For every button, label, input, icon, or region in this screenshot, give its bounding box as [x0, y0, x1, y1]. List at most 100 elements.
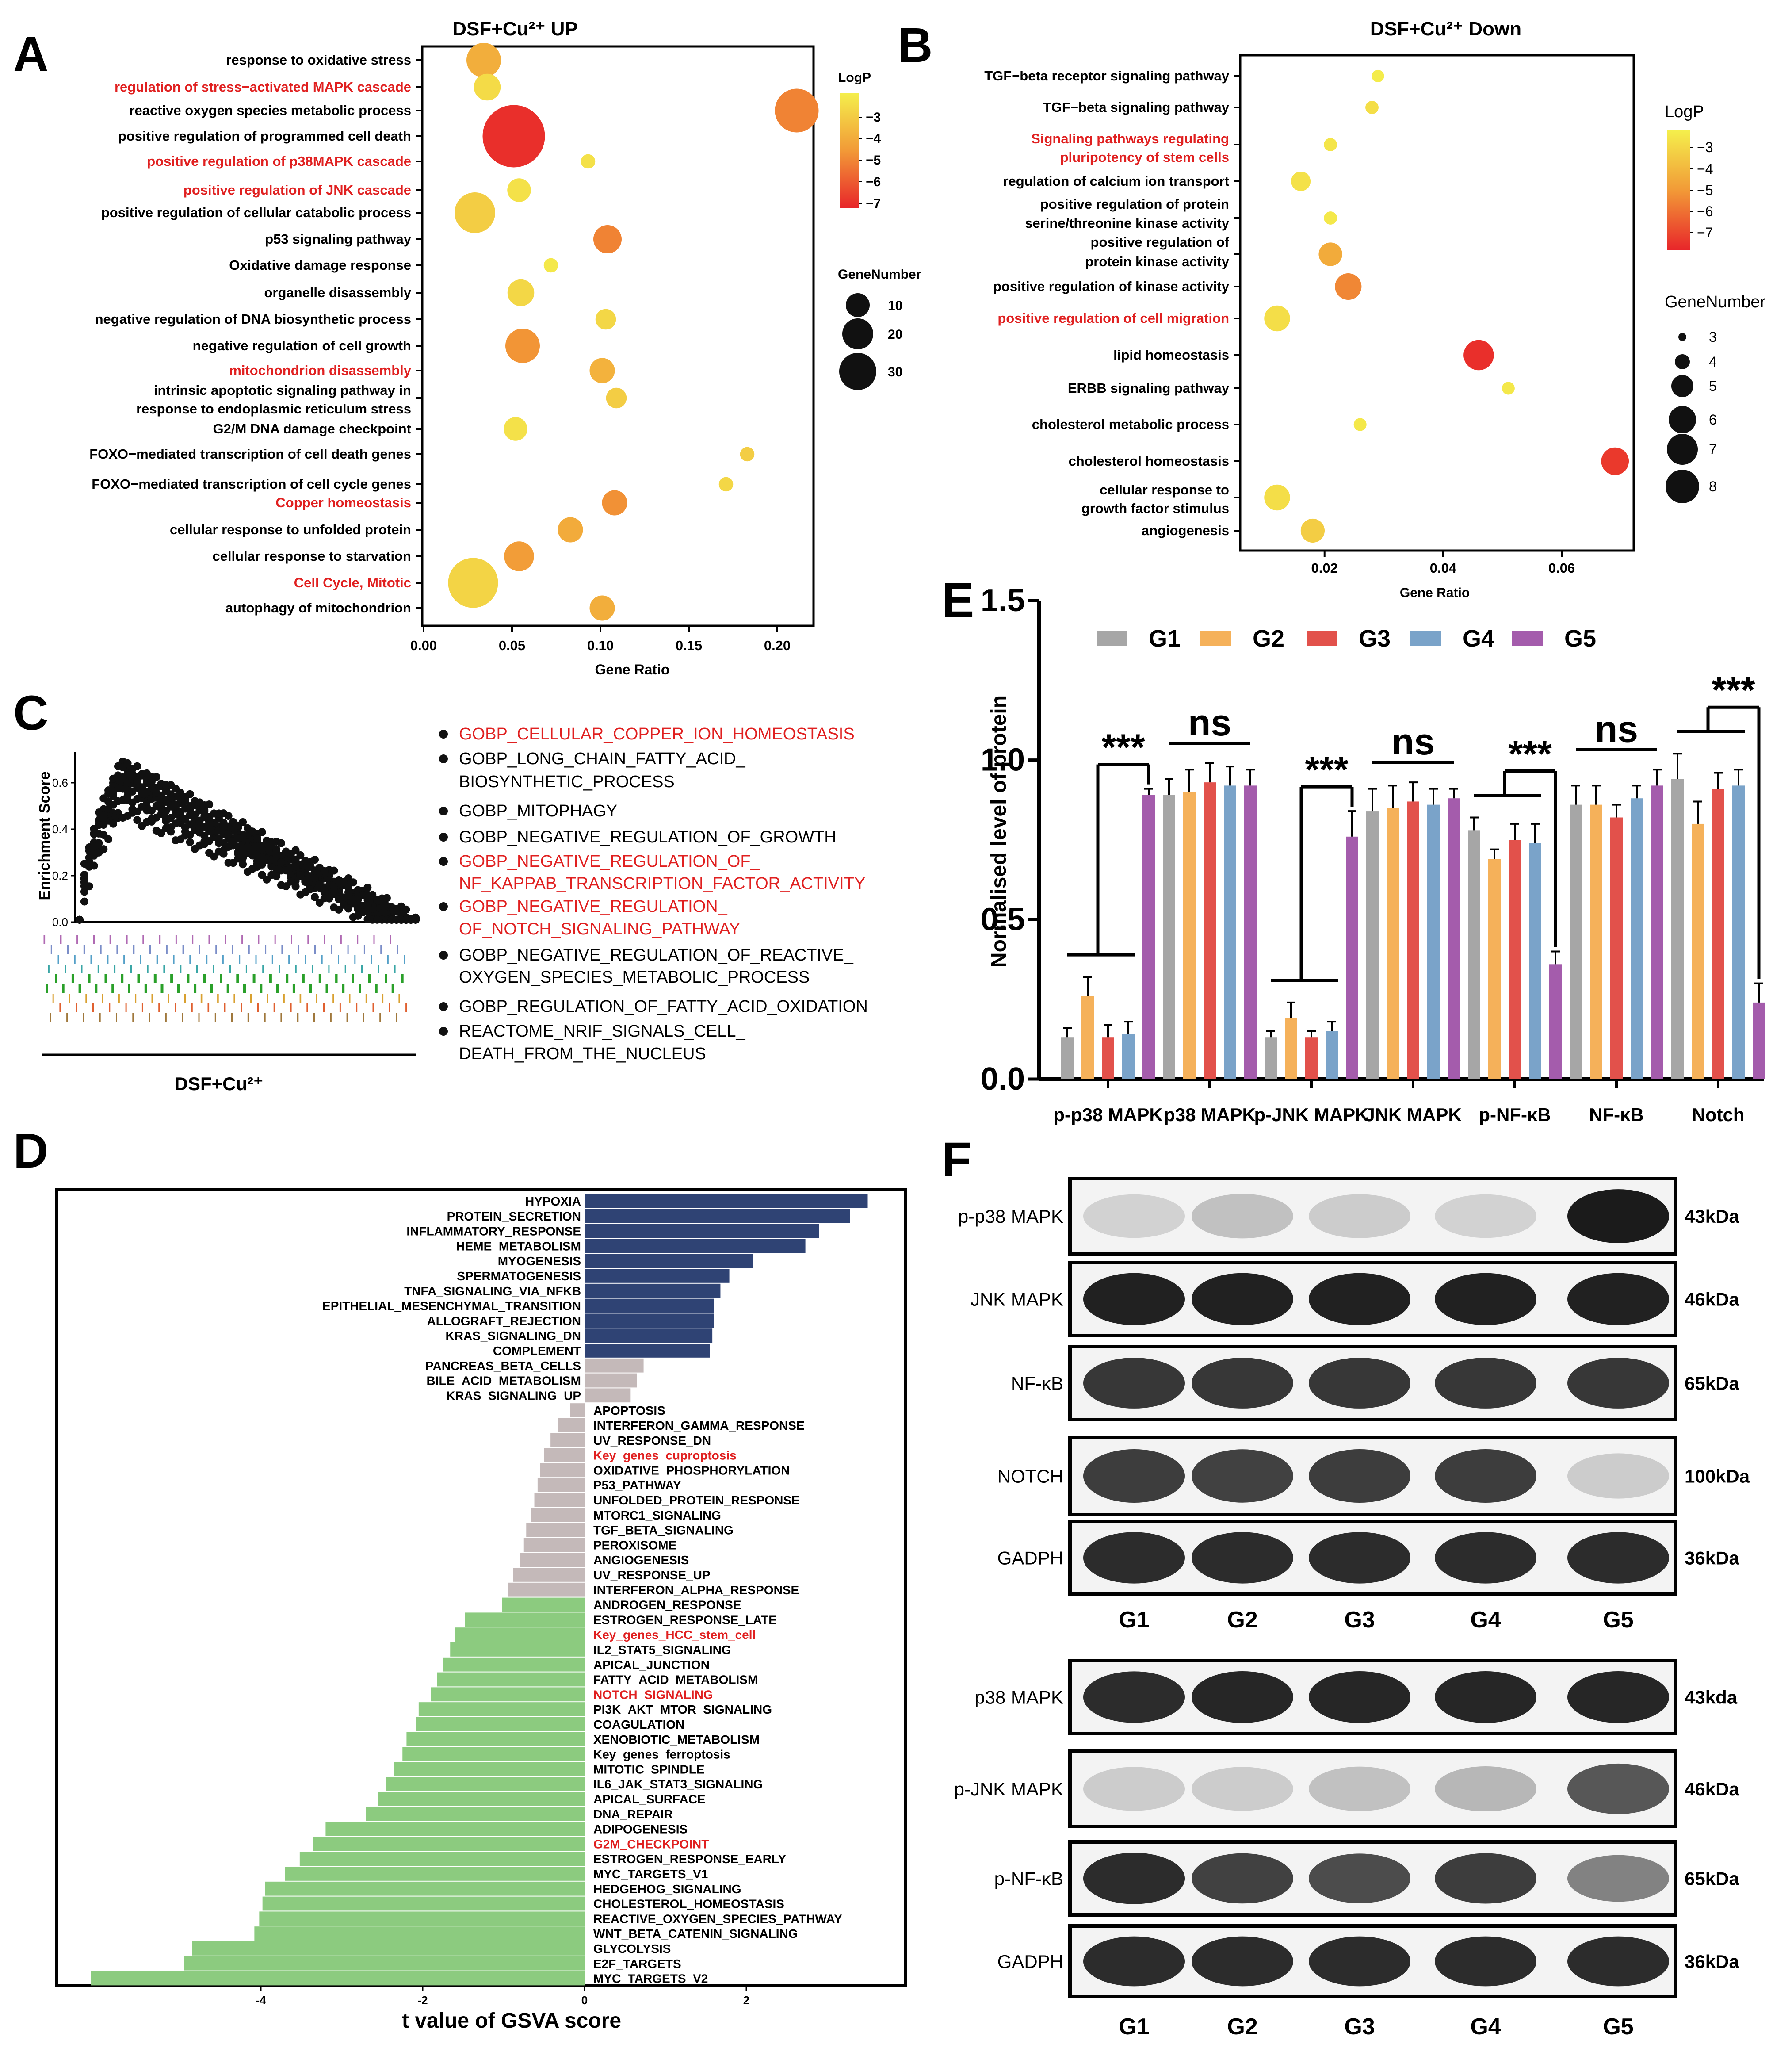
- panel-d-bar: [585, 1224, 819, 1238]
- panel-d-bar-label: TGF_BETA_SIGNALING: [593, 1524, 734, 1537]
- panel-a-dot: [589, 358, 615, 383]
- panel-d-bar-label: APICAL_JUNCTION: [593, 1658, 710, 1672]
- blot-band: [1435, 1936, 1536, 1987]
- panel-c-legend-bullet: [439, 833, 448, 842]
- panel-c-es-point: [306, 885, 314, 894]
- panel-c-es-point: [205, 800, 214, 809]
- blot-band: [1083, 1936, 1185, 1987]
- panel-e-bar: [1590, 804, 1602, 1079]
- blot-lane-label: G1: [1119, 2014, 1149, 2040]
- panel-e-category-label: p-JNK MAPK: [1254, 1104, 1369, 1125]
- panel-a-term-label: negative regulation of DNA biosynthetic …: [95, 311, 411, 327]
- panel-c-es-point: [311, 893, 319, 901]
- panel-d-bar: [585, 1388, 631, 1403]
- genenumber-legend-dot: [842, 318, 873, 349]
- panel-c-es-point: [80, 888, 88, 896]
- panel-e-legend-label: G4: [1463, 625, 1494, 652]
- panel-c-es-point: [272, 852, 281, 860]
- blot-lane-label: G5: [1603, 1607, 1633, 1633]
- panel-a-dot: [606, 387, 627, 409]
- genenumber-legend-title: GeneNumber: [838, 267, 921, 282]
- panel-b-xtick-label: 0.02: [1311, 560, 1338, 576]
- panel-a-dot: [558, 517, 583, 543]
- panel-d-bar: [585, 1328, 713, 1343]
- blot-band: [1309, 1853, 1410, 1903]
- panel-e-bar: [1326, 1031, 1338, 1079]
- panel-c-es-point: [133, 816, 141, 824]
- panel-e-bar: [1671, 779, 1684, 1079]
- panel-b-term-label: positive regulation of kinase activity: [993, 279, 1230, 294]
- panel-b-term-label: lipid homeostasis: [1113, 347, 1229, 363]
- panel-e-legend-swatch: [1410, 631, 1441, 646]
- panel-a-term-label: G2/M DNA damage checkpoint: [213, 421, 411, 436]
- panel-d-bar: [443, 1657, 585, 1672]
- panel-c-es-point: [195, 798, 204, 807]
- panel-d-bar: [585, 1194, 868, 1208]
- panel-c-es-point: [200, 806, 209, 814]
- panel-a-title: DSF+Cu²⁺ UP: [452, 18, 578, 40]
- panel-d-bar-label: DNA_REPAIR: [593, 1807, 673, 1821]
- panel-a-dot: [504, 541, 534, 571]
- panel-c-es-point: [306, 862, 314, 871]
- panel-e-bar: [1346, 836, 1358, 1079]
- panel-b-term-label: serine/threonine kinase activity: [1025, 215, 1230, 231]
- blot-band: [1083, 1194, 1185, 1238]
- blot-lane-label: G3: [1344, 2014, 1375, 2040]
- panel-c-legend-text: GOBP_NEGATIVE_REGULATION_OF_: [459, 852, 760, 871]
- panel-d-bar: [394, 1762, 585, 1776]
- panel-d-bar-label: CHOLESTEROL_HOMEOSTASIS: [593, 1897, 784, 1911]
- panel-b-dot: [1365, 101, 1379, 114]
- panel-a-term-label: positive regulation of p38MAPK cascade: [147, 153, 411, 169]
- panel-e-bar: [1448, 798, 1460, 1079]
- genenumber-legend-dot: [1678, 333, 1686, 341]
- panel-e-legend-swatch: [1097, 631, 1127, 646]
- blot-size-label: 100kDa: [1685, 1466, 1750, 1487]
- logp-tick-label: −7: [1697, 225, 1713, 241]
- panel-a-term-label: intrinsic apoptotic signaling pathway in: [154, 383, 411, 398]
- logp-tick-label: −3: [866, 110, 881, 125]
- blot-band: [1309, 1532, 1410, 1584]
- panel-c-ylabel: Enrichment Score: [36, 772, 53, 900]
- panel-d-bar-label: Key_genes_ferroptosis: [593, 1748, 730, 1761]
- panel-b-term-label: angiogenesis: [1142, 523, 1229, 538]
- panel-b-dot-plot: DSF+Cu²⁺ Down Gene Ratio LogP GeneNumber…: [984, 18, 1765, 600]
- panel-d-bar: [192, 1941, 585, 1956]
- panel-d-bar: [558, 1418, 585, 1432]
- panel-c-es-point: [90, 842, 98, 851]
- panel-d-bar-label: COAGULATION: [593, 1718, 684, 1731]
- panel-e-bar: [1610, 817, 1623, 1079]
- panel-c-es-point: [147, 784, 156, 792]
- panel-c-es-point: [181, 793, 189, 801]
- panel-c-legend-text: DEATH_FROM_THE_NUCLEUS: [459, 1045, 706, 1063]
- panel-a-term-label: response to oxidative stress: [226, 52, 411, 68]
- genenumber-legend-dot: [839, 353, 876, 390]
- panel-d-bar-label: MYC_TARGETS_V1: [593, 1867, 708, 1881]
- blot-size-label: 46kDa: [1685, 1779, 1739, 1799]
- panel-a-term-label: FOXO−mediated transcription of cell deat…: [89, 446, 411, 462]
- blot-size-label: 65kDa: [1685, 1373, 1739, 1394]
- blot-protein-label: NOTCH: [997, 1466, 1063, 1487]
- panel-c-es-point: [291, 882, 300, 891]
- panel-e-bar: [1142, 795, 1155, 1079]
- panel-c-es-point: [335, 905, 343, 914]
- panel-c-es-point: [181, 831, 189, 840]
- panel-c-legend-text: GOBP_NEGATIVE_REGULATION_OF_GROWTH: [459, 828, 837, 846]
- blot-size-label: 43kDa: [1685, 1206, 1739, 1227]
- panel-c-es-point: [99, 845, 108, 854]
- panel-e-legend-swatch: [1512, 631, 1543, 646]
- blot-band: [1083, 1853, 1185, 1904]
- blot-band: [1567, 1763, 1669, 1814]
- panel-d-bar-label: UNFOLDED_PROTEIN_RESPONSE: [593, 1493, 800, 1507]
- blot-band: [1083, 1273, 1185, 1325]
- panel-c-es-point: [99, 811, 108, 819]
- panel-c-es-point: [85, 882, 93, 891]
- panel-a-term-label: FOXO−mediated transcription of cell cycl…: [92, 476, 411, 492]
- panel-e-legend-label: G3: [1359, 625, 1391, 652]
- genenumber-legend-label: 4: [1709, 354, 1717, 370]
- panel-e-legend-label: G1: [1149, 625, 1181, 652]
- panel-b-title: DSF+Cu²⁺ Down: [1370, 18, 1521, 40]
- panel-d-bar-label: KRAS_SIGNALING_UP: [446, 1389, 581, 1402]
- blot-band: [1435, 1532, 1536, 1584]
- logp-tick-label: −6: [866, 175, 881, 189]
